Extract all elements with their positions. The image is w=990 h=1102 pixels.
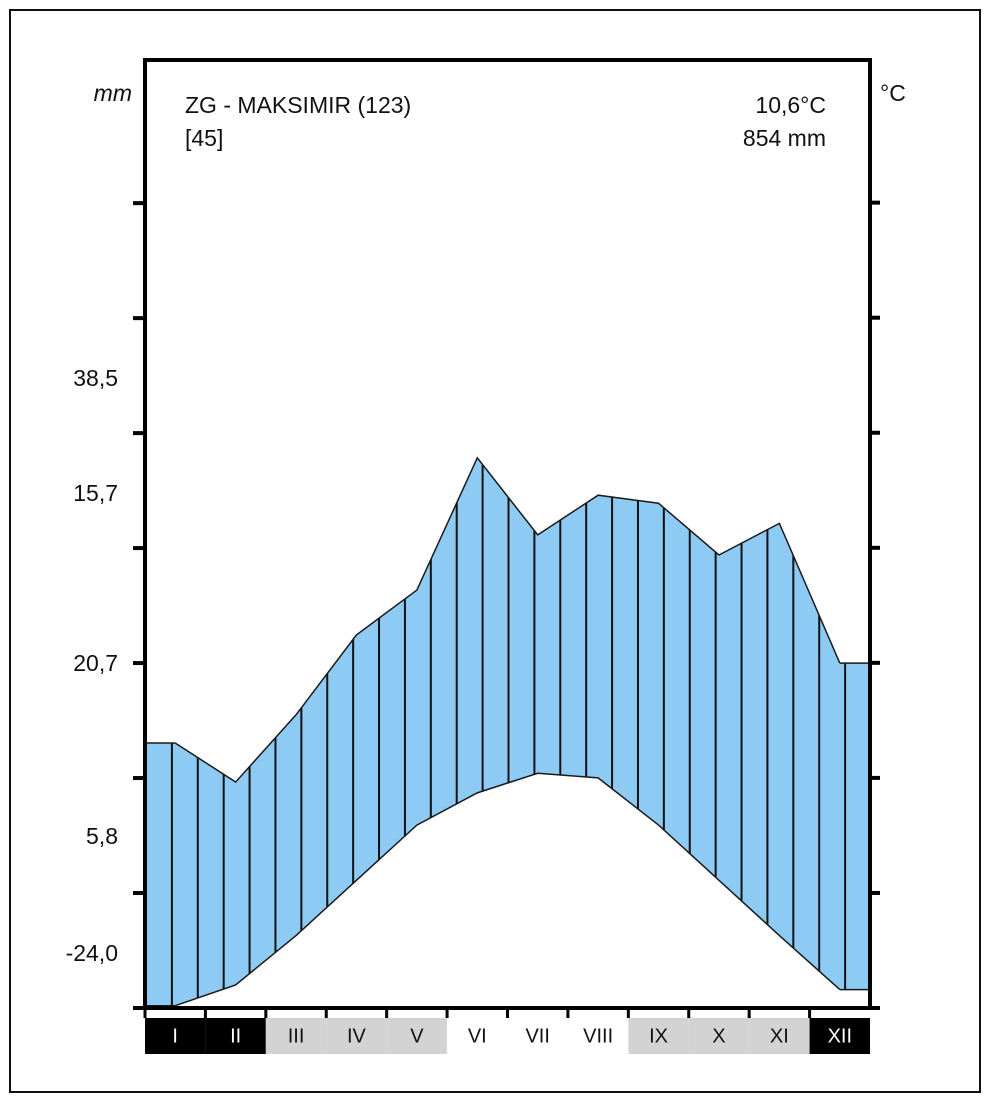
- series-line: [174, 456, 841, 784]
- x-tick-label: IV: [347, 1025, 367, 1047]
- annotation: 15,7: [73, 480, 118, 506]
- x-tick-label: II: [230, 1025, 241, 1047]
- month-box: [567, 1018, 629, 1054]
- outer-frame: [9, 9, 981, 1093]
- x-tick-label: VII: [525, 1025, 549, 1047]
- chart-title: ZG - MAKSIMIR (123): [185, 92, 411, 118]
- x-tick-label: I: [172, 1025, 178, 1047]
- month-box: [809, 1018, 870, 1054]
- month-box: [326, 1018, 387, 1054]
- x-tick-label: VIII: [583, 1025, 613, 1047]
- x-tick-label: V: [410, 1025, 424, 1047]
- x-tick-label: VI: [468, 1025, 487, 1047]
- month-box: [628, 1018, 689, 1054]
- y-axis-label: mm: [94, 80, 132, 106]
- annotation: 5,8: [86, 823, 118, 849]
- x-tick-label: X: [712, 1025, 725, 1047]
- x-tick-label: XI: [770, 1025, 789, 1047]
- month-box: [447, 1018, 508, 1054]
- annotation: -24,0: [66, 940, 118, 966]
- month-box: [749, 1018, 810, 1054]
- y2-axis-label: °C: [880, 80, 906, 106]
- x-tick-label: III: [288, 1025, 305, 1047]
- month-box: [265, 1018, 327, 1054]
- month-box: [205, 1018, 266, 1054]
- month-box: [507, 1018, 568, 1054]
- x-tick-label: XII: [828, 1025, 852, 1047]
- annotation: 20,7: [73, 650, 118, 676]
- annual-precipitation: 854 mm: [743, 125, 826, 151]
- month-box: [145, 1018, 206, 1054]
- month-box: [386, 1018, 448, 1054]
- series-line: [174, 772, 841, 1007]
- mean-temperature: 10,6°C: [755, 92, 826, 118]
- chart-subtitle: [45]: [185, 125, 223, 151]
- x-tick-label: IX: [649, 1025, 668, 1047]
- annotation: 38,5: [73, 365, 118, 391]
- month-box: [688, 1018, 750, 1054]
